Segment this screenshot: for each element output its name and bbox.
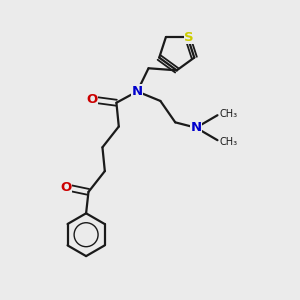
Text: N: N: [190, 121, 202, 134]
Text: O: O: [60, 181, 71, 194]
Text: S: S: [184, 31, 194, 44]
Text: CH₃: CH₃: [220, 109, 238, 119]
Text: O: O: [86, 93, 98, 106]
Text: N: N: [132, 85, 143, 98]
Text: CH₃: CH₃: [220, 137, 238, 147]
